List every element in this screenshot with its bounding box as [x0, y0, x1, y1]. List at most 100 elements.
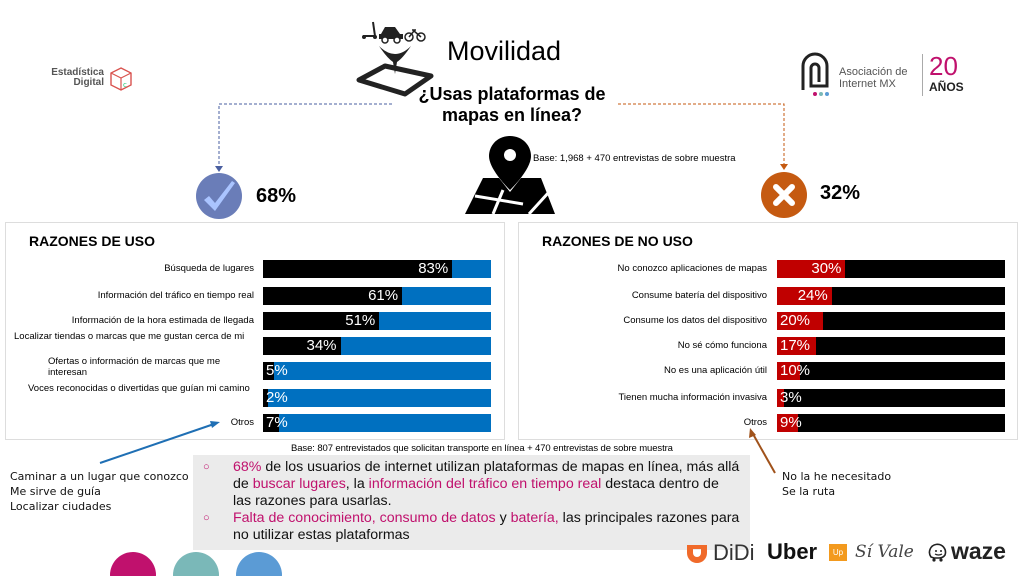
- bar-category-label: Información de la hora estimada de llega…: [71, 315, 254, 326]
- brand-up: Up: [829, 544, 847, 561]
- cube-icon: c: [110, 67, 132, 91]
- bar-value-label: 30%: [811, 260, 842, 277]
- base-note-bottom: Base: 807 entrevistados que solicitan tr…: [291, 443, 673, 454]
- bar-category-label: Voces reconocidas o divertidas que guían…: [28, 383, 250, 394]
- brand-sivale: Sí Vale: [855, 542, 914, 562]
- summary-item-2: ○ Falta de conocimiento, consumo de dato…: [203, 510, 740, 544]
- decor-dot-blue: [236, 552, 282, 576]
- notes-otros-uso: Caminar a un lugar que conozco Me sirve …: [10, 469, 189, 514]
- bullet-icon: ○: [203, 512, 210, 524]
- arrow-no-icon: [780, 164, 788, 170]
- no-percentage: 32%: [820, 182, 861, 204]
- bar-fill: [777, 362, 800, 380]
- brand-logos: DiDi Uber Up Sí Vale waze: [683, 538, 1021, 568]
- x-icon: [761, 172, 807, 218]
- bar-track: 9%: [777, 414, 1005, 432]
- decor-dot-teal: [173, 552, 219, 576]
- bar-category-label: No conozco aplicaciones de mapas: [617, 263, 767, 274]
- bar-value-label: 51%: [345, 312, 376, 329]
- bar-track: 3%: [777, 389, 1005, 407]
- didi-logo-icon: [687, 545, 707, 563]
- uso-chart-title: RAZONES DE USO: [29, 233, 156, 249]
- aim-text-line2: Internet MX: [839, 78, 896, 90]
- summary-text: de los usuarios de internet utilizan pla…: [233, 459, 740, 492]
- bar-value-label: 24%: [797, 287, 828, 304]
- bar-category-label: Otros: [743, 417, 767, 428]
- map-pin-icon: [465, 136, 555, 216]
- bar-fill: [777, 337, 816, 355]
- bar-fill: [777, 389, 784, 407]
- summary-text: , la: [345, 476, 369, 492]
- svg-text:c: c: [123, 81, 127, 89]
- summary-highlight: batería,: [510, 510, 559, 526]
- bar-value-label: 34%: [306, 337, 337, 354]
- decor-dot-magenta: [110, 552, 156, 576]
- bar-value-label: 20%: [780, 312, 811, 329]
- bar-value-label: 2%: [266, 389, 288, 406]
- summary-highlight: Falta de conocimiento, consumo de datos: [233, 510, 496, 526]
- callout-line-left: [99, 423, 215, 464]
- bar-category-label: Consume los datos del dispositivo: [623, 315, 767, 326]
- bar-track: 20%: [777, 312, 1005, 330]
- bar-fill: [777, 260, 846, 278]
- note-item: Caminar a un lugar que conozco: [10, 470, 189, 483]
- bar-fill: [263, 389, 268, 407]
- estadistica-digital-logo: Estadística Digital c: [44, 66, 134, 92]
- base-note-top: Base: 1,968 + 470 entrevistas de sobre m…: [533, 153, 736, 164]
- survey-question: ¿Usas plataformas de mapas en línea?: [418, 84, 606, 125]
- bar-track: 51%: [263, 312, 491, 330]
- bar-category-label: Ofertas o información de marcas que me i…: [48, 356, 221, 378]
- bar-value-label: 3%: [780, 389, 802, 406]
- callout-arrows: [99, 421, 776, 474]
- years-number: 20: [929, 51, 958, 81]
- bar-value-label: 83%: [418, 260, 449, 277]
- notes-otros-no-uso: No la he necesitado Se la ruta: [782, 469, 891, 499]
- connector-yes: [218, 103, 392, 168]
- callout-line-right: [752, 433, 776, 474]
- bar-track: 34%: [263, 337, 491, 355]
- bar-fill: [263, 337, 341, 355]
- bar-category-label: No es una aplicación útil: [664, 365, 767, 376]
- bar-fill: [263, 414, 279, 432]
- bar-value-label: 17%: [780, 337, 811, 354]
- note-item: Me sirve de guía: [10, 485, 101, 498]
- bullet-icon: ○: [203, 461, 210, 473]
- bar-track: 2%: [263, 389, 491, 407]
- bar-track: 30%: [777, 260, 1005, 278]
- brand-waze: waze: [951, 538, 1006, 564]
- bar-track: 7%: [263, 414, 491, 432]
- bar-track: 24%: [777, 287, 1005, 305]
- logo-text-line2: Digital: [73, 77, 104, 88]
- check-icon: [196, 173, 242, 219]
- bar-fill: [777, 414, 798, 432]
- connector-lines: [215, 103, 788, 172]
- bar-track: 17%: [777, 337, 1005, 355]
- bar-value-label: 7%: [266, 414, 288, 431]
- bar-track: 61%: [263, 287, 491, 305]
- bar-category-label: Consume batería del dispositivo: [631, 290, 767, 301]
- summary-highlight: buscar lugares: [252, 476, 346, 492]
- logo-text-line1: Estadística: [51, 67, 104, 78]
- mobility-phone-icon: [356, 21, 434, 97]
- summary-highlight: 68%: [233, 459, 262, 475]
- no-uso-chart-title: RAZONES DE NO USO: [542, 233, 693, 249]
- waze-logo-icon: [928, 543, 947, 562]
- note-item: Se la ruta: [782, 485, 836, 498]
- summary-item-1: ○ 68% de los usuarios de internet utiliz…: [203, 459, 740, 510]
- aim-text: Asociación de Internet MX: [839, 66, 908, 90]
- bar-fill: [777, 287, 832, 305]
- arrow-yes-icon: [215, 166, 223, 172]
- bar-track: 5%: [263, 362, 491, 380]
- bar-value-label: 10%: [780, 362, 811, 379]
- page-title: Movilidad: [447, 36, 562, 66]
- aim-emblem-icon: [801, 52, 829, 96]
- bar-fill: [263, 312, 380, 330]
- bar-fill: [777, 312, 823, 330]
- callout-arrow-right-icon: [749, 428, 756, 438]
- bar-track: 10%: [777, 362, 1005, 380]
- bar-value-label: 61%: [368, 287, 399, 304]
- bar-category-label: No sé cómo funciona: [677, 340, 767, 351]
- bar-value-label: 5%: [266, 362, 288, 379]
- note-item: No la he necesitado: [782, 470, 892, 483]
- bar-fill: [263, 362, 275, 380]
